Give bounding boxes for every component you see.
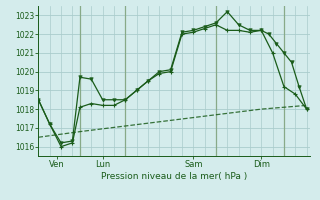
X-axis label: Pression niveau de la mer( hPa ): Pression niveau de la mer( hPa ) — [101, 172, 248, 181]
